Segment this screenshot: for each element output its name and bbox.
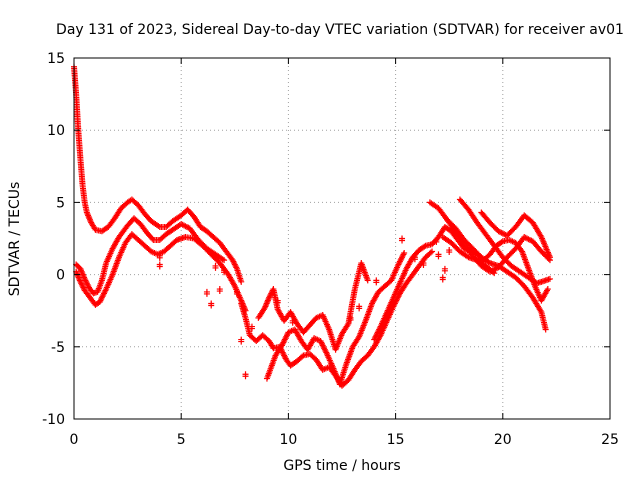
x-tick-label: 25 — [601, 432, 619, 448]
x-tick-label: 15 — [387, 432, 405, 448]
grid-lines — [74, 58, 610, 419]
y-tick-label: 10 — [47, 123, 65, 139]
data-point — [221, 269, 228, 276]
data-point — [439, 276, 446, 283]
data-point — [212, 264, 219, 271]
chart-title: Day 131 of 2023, Sidereal Day-to-day VTE… — [56, 22, 624, 38]
data-point — [356, 305, 363, 312]
data-point — [156, 263, 163, 270]
data-point — [373, 279, 380, 286]
data-point — [427, 249, 434, 256]
y-tick-label: -10 — [42, 412, 65, 428]
data-point — [446, 249, 453, 256]
data-point — [544, 286, 551, 293]
data-point — [401, 249, 408, 256]
data-point — [242, 373, 249, 380]
data-point — [238, 338, 245, 345]
data-point — [149, 235, 156, 242]
data-point — [156, 254, 163, 261]
data-point — [274, 299, 281, 306]
data-point — [498, 239, 505, 246]
data-point — [429, 248, 436, 255]
data-point — [441, 267, 448, 274]
x-tick-label: 20 — [494, 432, 512, 448]
data-point — [248, 325, 255, 332]
data-point — [238, 278, 245, 285]
y-tick-label: 0 — [56, 268, 65, 284]
data-point — [489, 269, 496, 276]
data-point — [491, 270, 498, 277]
data-point — [203, 290, 210, 297]
y-tick-label: -5 — [51, 340, 65, 356]
data-point — [546, 275, 553, 282]
axis-ticks: 0 5 10 15 20 25 -10 -5 0 5 10 15 — [42, 51, 619, 448]
data-point — [542, 326, 549, 333]
y-tick-label: 5 — [56, 195, 65, 211]
data-point — [289, 319, 296, 326]
data-point — [221, 257, 228, 264]
y-tick-label: 15 — [47, 51, 65, 67]
data-point — [216, 288, 223, 295]
plot-frame — [73, 57, 611, 420]
data-point — [420, 262, 427, 269]
x-tick-label: 5 — [177, 432, 186, 448]
data-point — [546, 254, 553, 261]
data-point — [233, 290, 240, 297]
data-point — [421, 243, 428, 250]
data-point — [347, 316, 354, 323]
x-tick-label: 0 — [70, 432, 79, 448]
data-point — [411, 256, 418, 263]
data-point — [399, 237, 406, 244]
data-points — [71, 63, 553, 389]
x-tick-label: 10 — [279, 432, 297, 448]
data-point — [384, 314, 391, 321]
y-axis-label: SDTVAR / TECUs — [7, 182, 23, 297]
x-axis-label: GPS time / hours — [283, 458, 400, 474]
data-point — [208, 302, 215, 309]
data-point — [433, 238, 440, 245]
data-point — [435, 253, 442, 260]
data-point — [364, 277, 371, 284]
